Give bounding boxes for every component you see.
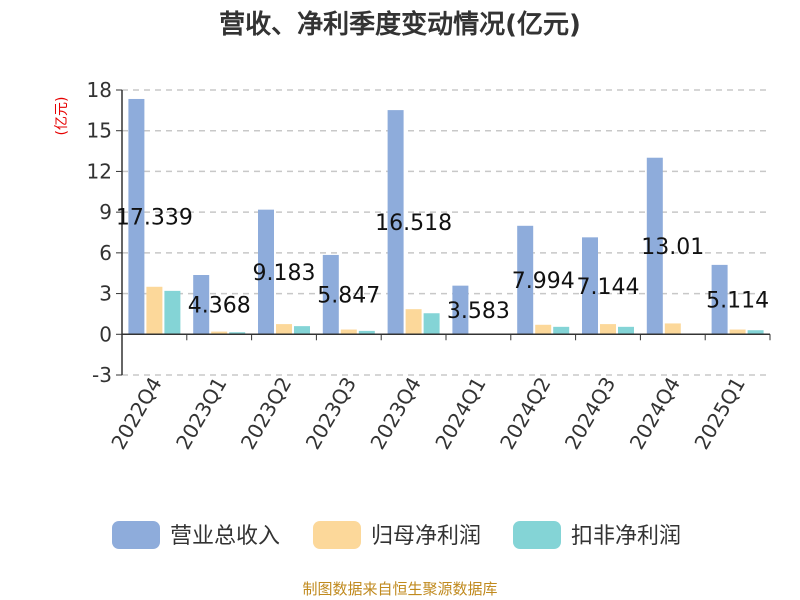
data-label: 9.183 (253, 261, 316, 286)
bar (729, 329, 746, 335)
x-tick-label: 2025Q1 (689, 373, 749, 454)
bar (294, 326, 310, 335)
x-tick-label: 2024Q3 (560, 373, 620, 454)
y-tick-label: 18 (87, 78, 112, 102)
bar (618, 326, 634, 335)
x-tick-label: 2024Q1 (430, 373, 490, 454)
legend-label: 归母净利润 (371, 524, 481, 549)
x-tick-label: 2024Q4 (625, 373, 685, 454)
data-label: 5.847 (317, 284, 380, 309)
data-label: 7.144 (577, 275, 640, 300)
bar (553, 326, 570, 335)
bar (322, 254, 339, 335)
y-axis-ticks: -3 0 3 6 9 12 15 18 (87, 78, 122, 387)
y-tick-label: -3 (92, 363, 112, 387)
data-label: 7.994 (512, 269, 575, 294)
legend-label: 扣非净利润 (571, 524, 681, 549)
data-label: 16.518 (375, 211, 452, 236)
bar (387, 110, 404, 335)
x-tick-label: 2023Q3 (301, 373, 361, 454)
data-label: 13.01 (641, 235, 704, 260)
bar (517, 225, 534, 335)
bar (211, 331, 228, 335)
y-axis-unit: (亿元) (54, 97, 70, 136)
bar (193, 275, 210, 335)
bar (340, 329, 357, 335)
bar (600, 324, 616, 335)
bar (128, 98, 145, 335)
bar (276, 324, 292, 335)
legend-swatch (313, 521, 361, 549)
bar (358, 330, 375, 335)
bar (405, 309, 422, 335)
y-tick-label: 12 (87, 159, 112, 183)
y-tick-label: 3 (99, 282, 112, 306)
bar (452, 285, 469, 335)
bar (164, 290, 181, 335)
source-note: 制图数据来自恒生聚源数据库 (302, 580, 497, 598)
x-tick-label: 2022Q4 (106, 373, 166, 454)
legend: 营业总收入 归母净利润 扣非净利润 (112, 521, 681, 549)
y-tick-label: 15 (87, 119, 112, 143)
y-tick-label: 6 (99, 241, 112, 265)
x-tick-label: 2023Q2 (236, 373, 296, 454)
axes (121, 90, 771, 375)
bar (747, 330, 764, 335)
bar (535, 324, 552, 335)
x-axis-labels: 2022Q4 2023Q1 2023Q2 2023Q3 2023Q4 2024Q1 2024… (106, 373, 750, 454)
bar (229, 332, 246, 335)
bar (423, 313, 440, 335)
bar (711, 264, 728, 335)
bar (646, 157, 663, 335)
chart-title: 营收、净利季度变动情况(亿元) (219, 9, 581, 40)
x-tick-label: 2023Q1 (171, 373, 231, 454)
legend-swatch (112, 521, 160, 549)
data-label: 4.368 (188, 294, 251, 319)
bar (146, 286, 163, 335)
data-label: 17.339 (116, 206, 193, 231)
x-tick-label: 2023Q4 (365, 373, 425, 454)
bars (128, 98, 764, 335)
bar (582, 237, 598, 335)
data-label: 5.114 (706, 289, 769, 314)
legend-label: 营业总收入 (170, 524, 280, 549)
bar (258, 209, 274, 335)
y-tick-label: 0 (99, 322, 112, 346)
legend-swatch (513, 521, 561, 549)
data-label: 3.583 (447, 299, 510, 324)
x-tick-label: 2024Q2 (495, 373, 555, 454)
y-tick-label: 9 (99, 200, 112, 224)
bar (664, 323, 681, 335)
